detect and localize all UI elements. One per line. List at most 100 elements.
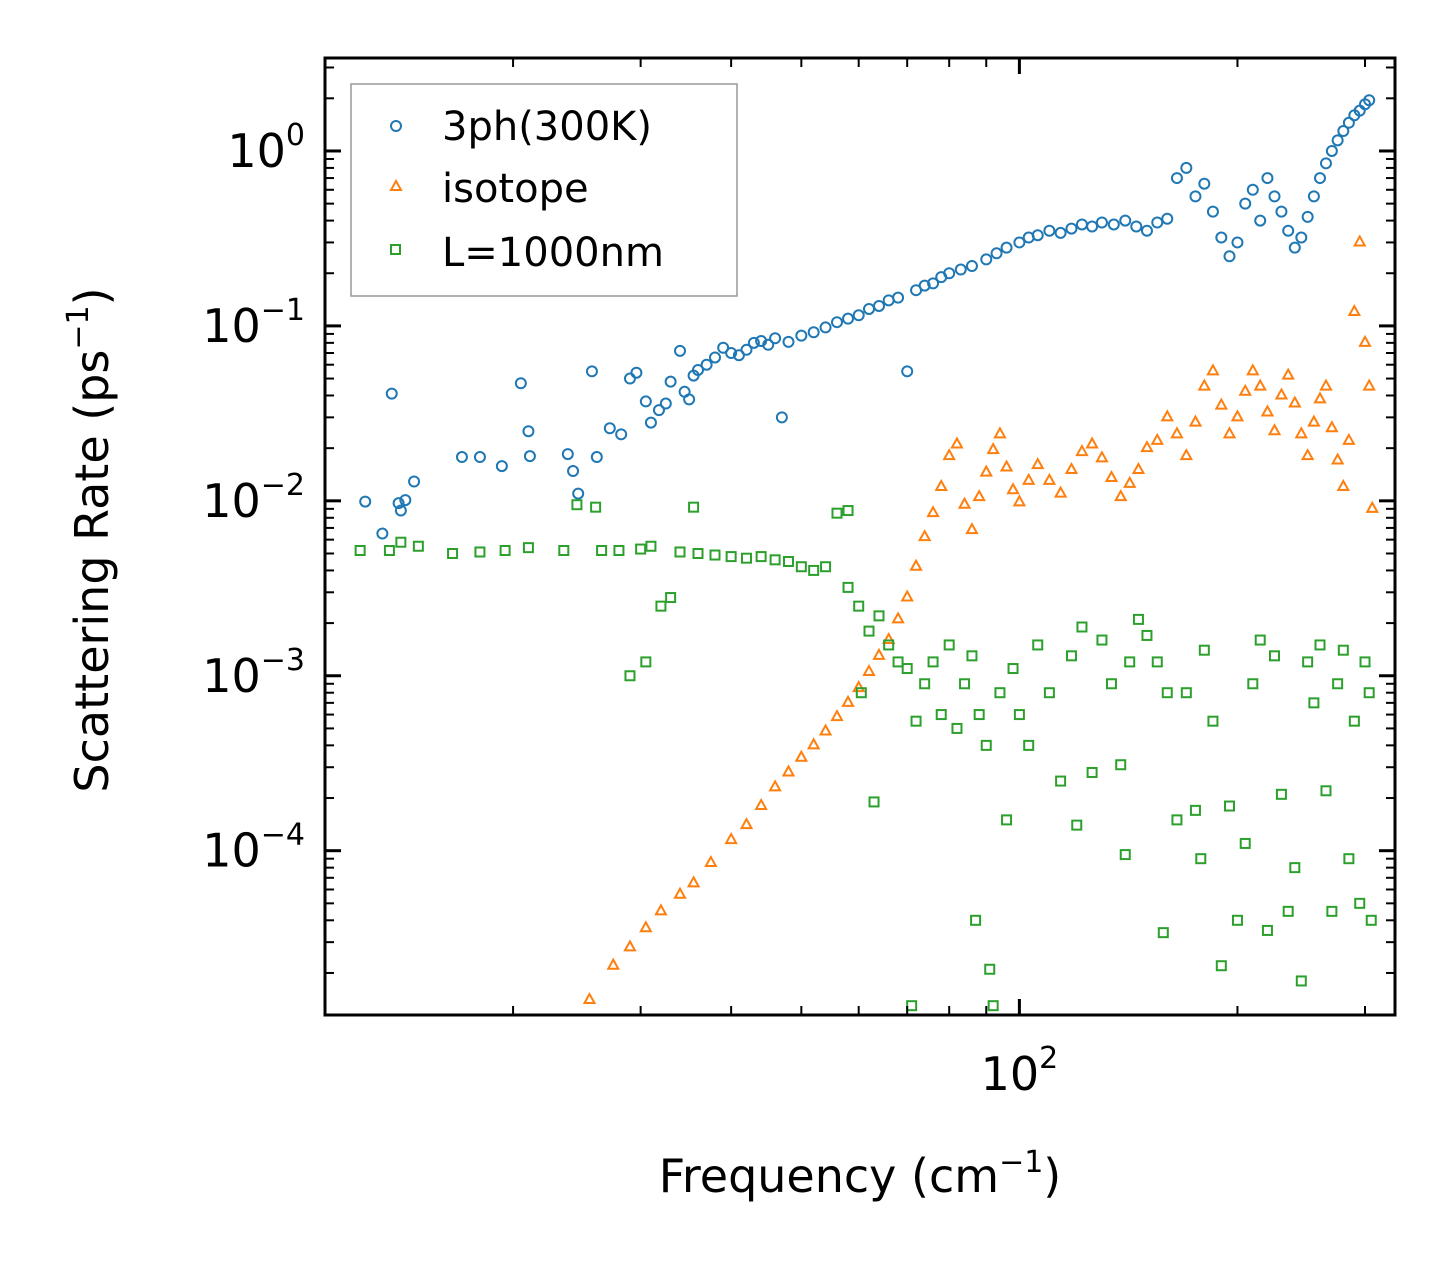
data-point-3ph-300k [683, 393, 696, 406]
data-point-l-1000nm [984, 963, 996, 975]
data-point-3ph-300k [1331, 134, 1344, 147]
data-point-l-1000nm [1215, 960, 1227, 972]
data-point-3ph-300k [725, 346, 738, 359]
y-tick-label: 10−1 [202, 293, 305, 353]
data-point-isotope [926, 505, 940, 518]
data-point-isotope [1274, 387, 1289, 400]
data-point-3ph-300k [1161, 212, 1174, 225]
data-point-3ph-300k [1095, 216, 1108, 229]
data-point-3ph-300k [561, 448, 574, 461]
data-point-l-1000nm [1013, 709, 1025, 721]
data-point-3ph-300k [455, 451, 468, 464]
data-point-isotope [881, 631, 896, 645]
data-point-isotope [1281, 367, 1295, 380]
data-point-l-1000nm [935, 709, 947, 721]
data-point-isotope [739, 817, 754, 830]
data-point-3ph-300k [1054, 226, 1067, 239]
data-point-l-1000nm [1055, 775, 1067, 787]
data-point-l-1000nm [1105, 678, 1117, 690]
data-point-isotope [841, 694, 855, 707]
data-point-l-1000nm [1332, 678, 1344, 690]
data-point-isotope [1131, 461, 1146, 475]
data-point-isotope [1140, 440, 1154, 453]
data-point-l-1000nm [1001, 814, 1013, 826]
data-point-l-1000nm [558, 545, 570, 557]
data-point-l-1000nm [987, 1000, 999, 1012]
data-point-3ph-300k [652, 404, 665, 417]
data-point-3ph-300k [585, 365, 598, 378]
data-point-3ph-300k [1119, 214, 1132, 227]
data-point-3ph-300k [1282, 224, 1295, 237]
data-point-l-1000nm [820, 561, 832, 573]
data-point-isotope [1362, 378, 1376, 391]
data-point-l-1000nm [640, 656, 652, 668]
data-point-isotope [950, 436, 964, 449]
data-point-l-1000nm [1348, 715, 1360, 727]
data-point-l-1000nm [1223, 800, 1235, 812]
data-point-3ph-300k [639, 395, 652, 408]
data-point-3ph-300k [1254, 214, 1267, 227]
data-point-isotope [1042, 472, 1057, 485]
data-point-3ph-300k [1140, 224, 1153, 237]
data-point-3ph-300k [965, 260, 978, 273]
data-point-3ph-300k [523, 450, 536, 463]
data-point-3ph-300k [1206, 205, 1219, 218]
data-point-3ph-300k [385, 387, 398, 400]
data-point-l-1000nm [1086, 766, 1098, 778]
data-point-3ph-300k [1342, 116, 1355, 129]
legend-marker-isotope [389, 178, 403, 191]
data-point-3ph-300k [927, 277, 940, 290]
data-point-l-1000nm [1308, 697, 1320, 709]
data-point-isotope [781, 764, 796, 777]
data-point-isotope [582, 991, 597, 1005]
data-point-isotope [1053, 485, 1068, 498]
data-point-isotope [1307, 414, 1321, 427]
data-point-isotope [1188, 414, 1203, 427]
x-tick-label: 102 [981, 1041, 1059, 1101]
legend-marker-l1000nm [390, 244, 401, 255]
data-point-isotope [794, 749, 809, 762]
data-point-3ph-300k [990, 247, 1003, 260]
legend-label-l1000nm: L=1000nm [442, 230, 664, 276]
data-point-3ph-300k [1261, 172, 1274, 185]
series-3ph-marks [359, 94, 1376, 540]
data-point-l-1000nm [853, 600, 865, 612]
data-point-isotope [806, 737, 821, 750]
data-point-isotope [934, 478, 948, 491]
data-point-3ph-300k [717, 341, 730, 354]
data-point-l-1000nm [522, 542, 534, 554]
y-tick-label: 100 [227, 118, 305, 178]
data-point-3ph-300k [740, 343, 753, 356]
data-point-l-1000nm [1071, 819, 1083, 831]
data-point-3ph-300k [615, 428, 628, 441]
data-point-l-1000nm [1239, 837, 1251, 849]
data-point-l-1000nm [831, 507, 843, 519]
data-point-isotope [1075, 444, 1089, 457]
data-point-isotope [979, 464, 993, 477]
data-point-3ph-300k [1275, 205, 1288, 218]
data-point-3ph-300k [1325, 144, 1338, 157]
data-point-l-1000nm [655, 600, 667, 612]
data-point-3ph-300k [514, 377, 527, 390]
data-point-3ph-300k [644, 416, 657, 429]
data-point-3ph-300k [1013, 236, 1026, 249]
data-point-l-1000nm [943, 639, 955, 651]
legend-marker-3ph [390, 120, 402, 132]
data-point-isotope [1353, 234, 1367, 247]
data-point-3ph-300k [1363, 94, 1376, 107]
data-point-l-1000nm [1363, 687, 1375, 699]
data-point-isotope [909, 558, 923, 571]
data-point-3ph-300k [747, 336, 760, 349]
data-point-isotope [623, 939, 637, 952]
data-point-l-1000nm [901, 663, 913, 675]
data-point-l-1000nm [755, 551, 767, 563]
data-point-l-1000nm [1124, 656, 1136, 668]
legend: 3ph(300K) isotope L=1000nm [350, 83, 738, 297]
data-point-3ph-300k [842, 312, 855, 325]
data-point-l-1000nm [855, 687, 867, 699]
data-point-l-1000nm [1043, 687, 1055, 699]
data-point-3ph-300k [901, 365, 914, 378]
data-point-l-1000nm [1132, 613, 1144, 625]
data-point-l-1000nm [1157, 927, 1169, 939]
data-point-l-1000nm [1032, 639, 1044, 651]
